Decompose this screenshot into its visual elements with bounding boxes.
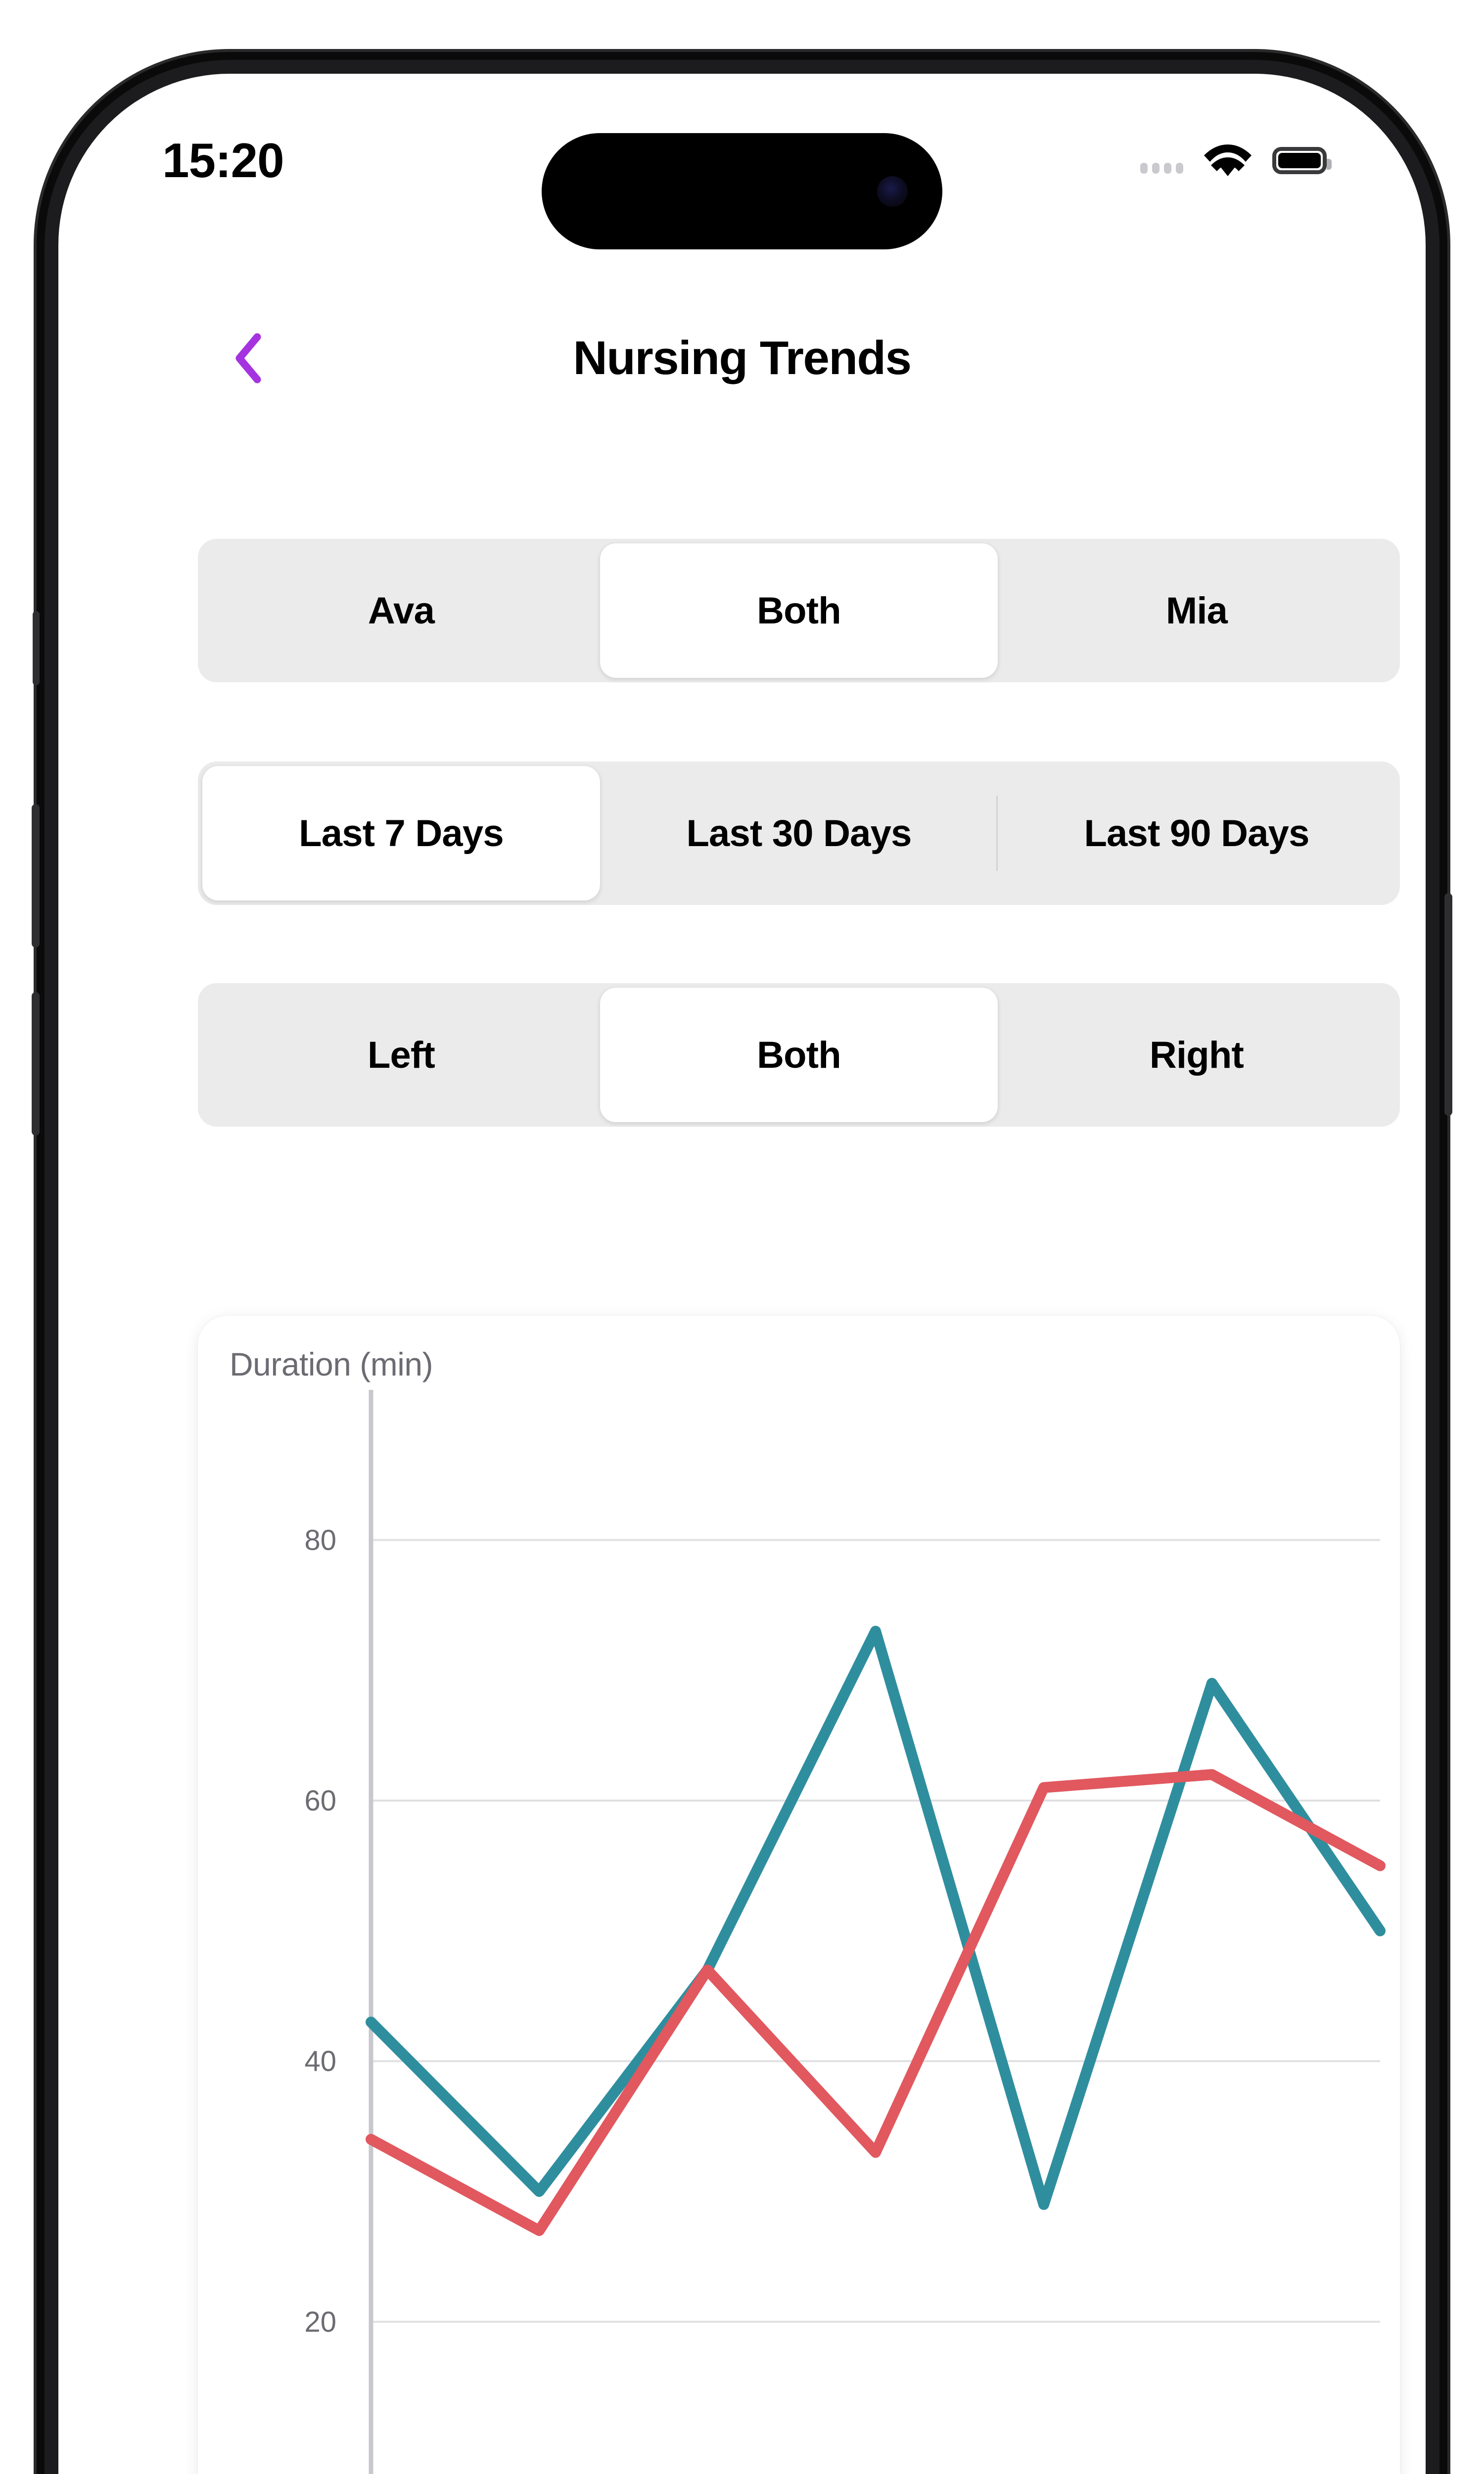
- chevron-left-icon: [235, 333, 261, 383]
- segment-side-left[interactable]: Left: [367, 1034, 435, 1076]
- page-title: Nursing Trends: [573, 332, 912, 384]
- phone-frame: 15:20: [32, 52, 1452, 2474]
- segment-baby-ava[interactable]: Ava: [368, 589, 435, 632]
- segment-range-last-30-days[interactable]: Last 30 Days: [600, 766, 998, 901]
- y-axis-tick-label: 20: [304, 2306, 336, 2338]
- wifi-icon: [1204, 144, 1252, 176]
- navigation-bar: Nursing Trends: [58, 306, 1426, 410]
- chart-title: Duration (min): [230, 1346, 433, 1382]
- duration-chart-card: Duration (min) 0204060802/242/252/262/27…: [198, 1316, 1400, 2474]
- series-line-ava: [366, 1625, 1386, 2210]
- y-axis-tick-label: 60: [304, 1785, 336, 1817]
- power-button[interactable]: [1444, 893, 1452, 1116]
- segmented-control-range: Last 7 Days Last 30 Days Last 90 Days: [198, 761, 1400, 905]
- baby-selector: Ava Both Mia: [198, 539, 1400, 682]
- y-axis-tick-label: 40: [304, 2046, 336, 2078]
- back-button[interactable]: [222, 331, 276, 385]
- segment-range-last-30-days-label: Last 30 Days: [686, 812, 912, 855]
- cellular-dots-icon: [1140, 147, 1183, 174]
- volume-up-button[interactable]: [32, 804, 40, 948]
- silent-switch[interactable]: [33, 611, 40, 685]
- dynamic-island: [542, 133, 942, 249]
- segment-baby-both[interactable]: Both: [600, 543, 998, 678]
- segment-range-last-7-days[interactable]: Last 7 Days: [202, 766, 600, 901]
- battery-icon: [1272, 146, 1332, 174]
- line-chart[interactable]: 0204060802/242/252/262/272/283/13/2: [198, 1390, 1400, 2474]
- volume-down-button[interactable]: [32, 992, 40, 1136]
- segment-side-both[interactable]: Both: [600, 988, 998, 1122]
- date-range-selector: Last 7 Days Last 30 Days Last 90 Days: [198, 761, 1400, 905]
- side-selector: Left Both Right: [198, 983, 1400, 1127]
- series-line-mia: [366, 1769, 1386, 2236]
- status-bar: 15:20: [58, 74, 1426, 217]
- status-icons: [1140, 141, 1332, 180]
- segment-range-last-90-days[interactable]: Last 90 Days: [1084, 812, 1309, 855]
- y-axis-tick-label: 80: [304, 1524, 336, 1556]
- phone-screen: 15:20: [58, 74, 1426, 2474]
- segment-baby-mia[interactable]: Mia: [1165, 589, 1228, 632]
- chart-plot-area[interactable]: 0204060802/242/252/262/272/283/13/2: [198, 1390, 1400, 2474]
- segmented-control-side: Left Both Right: [198, 983, 1400, 1127]
- segment-divider: [996, 795, 998, 871]
- status-time: 15:20: [162, 133, 284, 188]
- front-camera-icon: [877, 176, 908, 207]
- segment-side-right[interactable]: Right: [1149, 1034, 1244, 1076]
- segmented-control-baby: Ava Both Mia: [198, 539, 1400, 682]
